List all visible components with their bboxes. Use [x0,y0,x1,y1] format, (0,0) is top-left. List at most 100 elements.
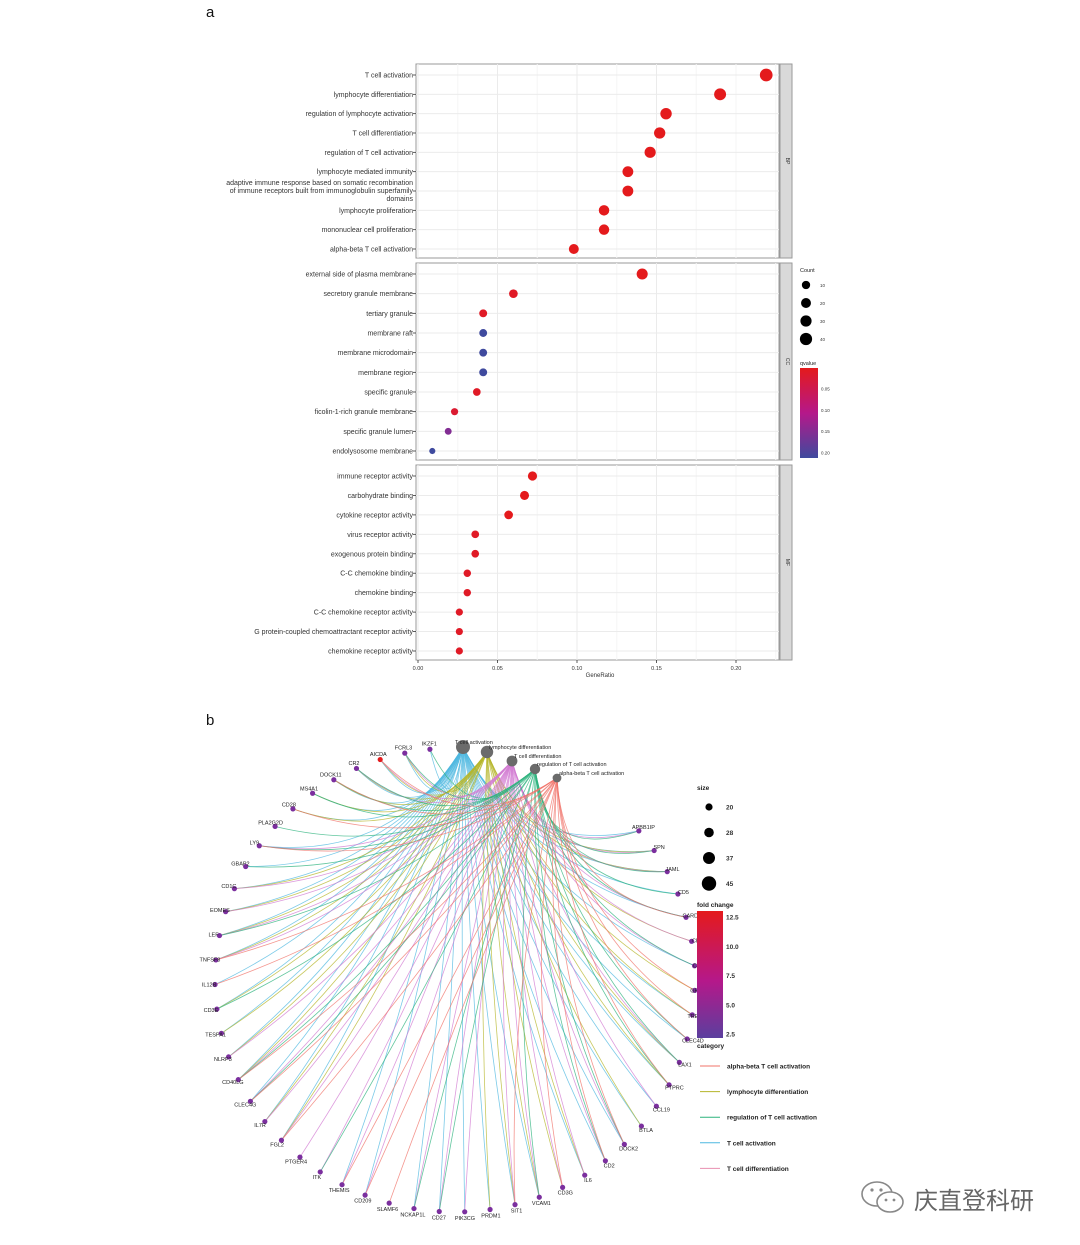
legend-size-title: size [697,785,710,792]
gene-label: VCAM1 [532,1201,551,1207]
y-tick-label: tertiary granule [366,311,413,318]
facet-bp: BP T cell activation lymphocyte differenti… [226,63,793,259]
network-edge [250,760,513,1102]
network-edge [333,777,558,815]
network-edge [462,746,540,1198]
gene-node [377,756,383,763]
legend-category-title: category [697,1043,724,1050]
gene-node [692,987,698,993]
legend-size-label: 37 [726,856,734,863]
network-edge [312,768,536,818]
category-label: T cell differentiation [514,754,562,760]
cnet-network: IKZF1 FCRL3 AICDA CR2 DOCK11 MS4A1 CD28 PLA2G2D… [200,740,817,1222]
legend-size-dot [704,827,714,838]
y-tick-label: G protein-coupled chemoattractant recept… [254,629,413,636]
y-tick-label: membrane raft [367,331,413,338]
gene-label: SPN [653,845,664,851]
network-edge [259,777,558,852]
x-tick-label: 0.00 [413,666,424,672]
gene-label: PIK3CG [455,1216,475,1222]
network-edge [511,760,586,1176]
legend-color-label: 5.0 [726,1002,735,1009]
network-edge [234,760,513,890]
y-tick-label: of immune receptors built from immunoglo… [230,188,414,195]
legend-color-label: 0.10 [821,408,830,413]
gene-node [231,886,238,892]
gene-node [218,1030,225,1036]
legend-size-label: 30 [820,319,826,324]
network-edge [486,751,655,853]
gene-node [353,765,360,772]
facet-cc: CC external side of plasma membrane secret… [306,262,793,461]
y-tick-label: endolysosome membrane [332,449,413,456]
network-edge [259,760,513,850]
y-tick-label: specific granule lumen [343,429,413,436]
go-dotplot: BP T cell activation lymphocyte differenti… [226,63,830,679]
network-edge [215,777,558,961]
gene-node [676,1059,682,1065]
network-edge [556,777,688,1040]
legend-size-label: 20 [726,805,734,812]
gene-node-layer: IKZF1 FCRL3 AICDA CR2 DOCK11 MS4A1 CD28 PLA2G2D… [200,741,712,1222]
network-edge [219,760,513,936]
network-edge [413,760,513,1209]
y-tick-label: membrane region [358,370,413,377]
gene-label: PLA2G2D [258,820,283,826]
legend-category-label: T cell differentiation [727,1166,789,1173]
y-tick-label: specific granule [364,390,413,397]
gene-label: JAML [665,867,679,873]
category-node [456,740,470,754]
network-edge [238,777,558,1080]
data-point [714,88,727,101]
gene-label: ITK [313,1175,322,1181]
network-edge [238,751,488,1080]
network-edge [259,746,464,848]
gene-node [297,1154,303,1160]
legend-size-label: 45 [726,881,734,888]
gene-node [235,1077,241,1083]
data-point [527,471,538,481]
network-edge [534,768,680,1063]
facet-strip-label: BP [784,158,790,165]
data-point [598,205,610,216]
gene-node [262,1118,268,1125]
facet-mf: MF immune receptor activity carbohydrate b… [254,464,793,661]
y-tick-label: exogenous protein binding [331,551,413,558]
gene-label: CARD4 [683,914,702,920]
gene-node [331,777,337,783]
network-edge [438,760,513,1212]
gene-node [638,1123,645,1129]
data-point [455,608,463,616]
gene-label: PTGER4 [285,1160,307,1166]
facet-panel-bg [415,262,780,461]
gene-node [691,963,698,969]
data-point [479,368,488,377]
network-edge [228,751,488,1058]
gene-node [214,1006,220,1012]
gene-label: LEF [209,932,220,938]
legend-color-label: 10.0 [726,944,739,951]
network-edge [462,746,586,1176]
data-point [654,127,666,139]
legend-size-dot [800,315,812,327]
legend-size-dot [799,332,813,346]
watermark: 庆直登科研 [860,1180,1034,1216]
dotplot-legend: Count 10 20 30 40 qvalue 0.05 0.10 0.15 0.20 [799,268,830,458]
gene-label: CR2 [348,761,359,767]
gene-label: CLEC4G [234,1102,256,1108]
legend-category-label: regulation of T cell activation [727,1115,817,1122]
legend-size-label: 10 [820,283,826,288]
data-point [450,408,459,416]
gene-node [278,1137,285,1143]
facet-strip [779,262,793,461]
data-point [429,447,436,455]
gene-node [216,932,223,939]
network-edge [274,768,536,837]
network-edge [238,768,536,1080]
gene-label: EOMES [210,908,230,914]
gene-label: FGL2 [270,1142,284,1148]
gene-node [621,1141,627,1147]
network-edge [299,760,513,1158]
gene-label: IL12B [202,983,217,989]
